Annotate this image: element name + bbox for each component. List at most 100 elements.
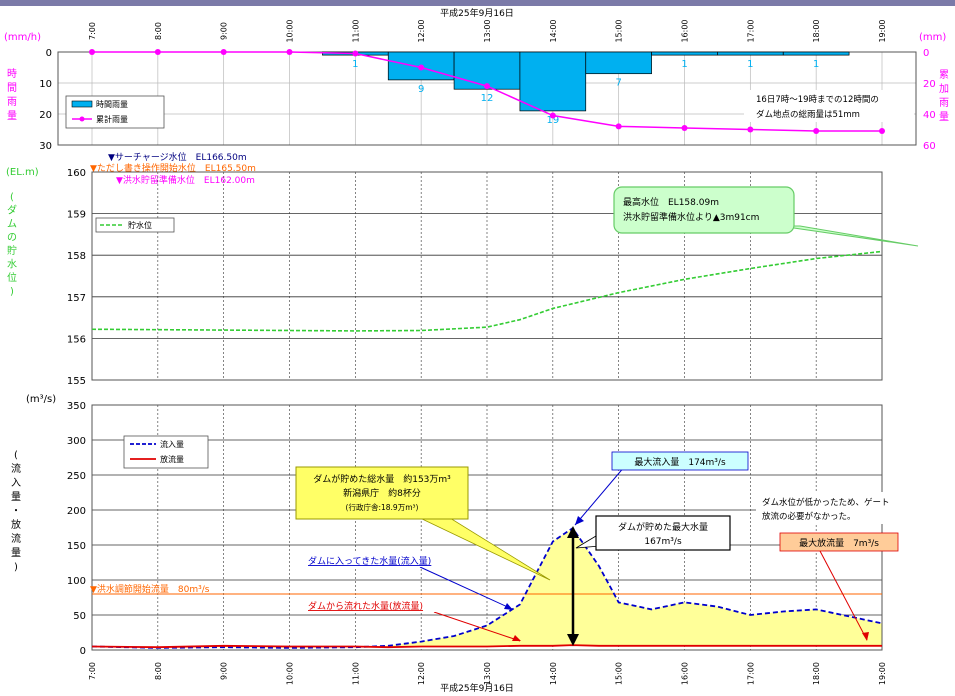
flow-axis-char: 放 bbox=[11, 518, 21, 531]
time-tick-bottom: 9:00 bbox=[220, 662, 229, 680]
level-tick: 158 bbox=[67, 251, 86, 262]
level-axis-char: 位 bbox=[7, 271, 17, 284]
time-tick-top: 7:00 bbox=[88, 22, 97, 40]
flow-axis-char: 量 bbox=[11, 491, 21, 503]
svg-text:最高水位 EL158.09m: 最高水位 EL158.09m bbox=[623, 196, 719, 208]
rain-left-tick: 20 bbox=[39, 110, 52, 121]
cumulative-rain-line bbox=[89, 49, 885, 135]
time-tick-bottom: 12:00 bbox=[417, 662, 426, 685]
cumulative-rain-point bbox=[484, 83, 490, 90]
flow-tick: 200 bbox=[67, 506, 86, 517]
rain-right-tick: 60 bbox=[923, 141, 936, 152]
flow-tick: 350 bbox=[67, 401, 86, 412]
svg-text:新潟県庁 約8杯分: 新潟県庁 約8杯分 bbox=[343, 487, 421, 499]
time-tick-top: 17:00 bbox=[746, 19, 755, 42]
svg-text:放流の必要がなかった。: 放流の必要がなかった。 bbox=[762, 511, 856, 522]
level-unit: (EL.m) bbox=[6, 167, 39, 178]
legend-cumulative-marker bbox=[79, 116, 85, 122]
max-storage-marker: ダムが貯めた最大水量 167m³/s bbox=[567, 515, 731, 646]
inflow-line bbox=[91, 526, 883, 649]
total-storage-callout: ダムが貯めた総水量 約153万m³ 新潟県庁 約8杯分 (行政庁舎:18.9万m… bbox=[295, 466, 551, 581]
time-tick-top: 12:00 bbox=[417, 19, 426, 42]
storage-fill bbox=[92, 528, 882, 648]
cumulative-rain-point bbox=[747, 126, 754, 133]
rain-bar-label: 1 bbox=[813, 59, 819, 70]
level-tick: 156 bbox=[67, 334, 86, 345]
cumulative-rain-point bbox=[615, 123, 622, 130]
svg-text:16日7時～19時までの12時間の: 16日7時～19時までの12時間の bbox=[756, 95, 879, 105]
flow-plot-frame bbox=[91, 404, 883, 651]
rain-left-tick: 0 bbox=[46, 48, 52, 59]
rain-left-axis-char: 間 bbox=[7, 82, 17, 94]
flow-axis-char: 流 bbox=[11, 462, 21, 475]
rain-right-ticks: 0 20 40 60 bbox=[923, 48, 936, 152]
flow-ticks: 0 50 100 150 200 250 300 350 bbox=[67, 401, 86, 657]
time-ticks-top: 7:00 8:00 9:00 10:00 11:00 12:00 13:00 14:00 15:… bbox=[88, 19, 887, 42]
flow-legend: 流入量 放流量 bbox=[123, 435, 209, 469]
time-tick-bottom: 18:00 bbox=[812, 662, 821, 685]
water-level-line bbox=[91, 250, 883, 332]
outflow-callout: ダムから流れた水量(放流量) bbox=[302, 598, 521, 642]
time-tick-top: 11:00 bbox=[351, 19, 360, 42]
date-label-bottom: 平成25年9月16日 bbox=[440, 682, 514, 694]
max-outflow-callout: 最大放流量 7m³/s bbox=[779, 532, 899, 641]
max-inflow-callout: 最大流入量 174m³/s bbox=[574, 451, 749, 526]
inflow-callout: ダムに入ってきた水量(流入量) bbox=[304, 553, 513, 610]
level-plot-frame bbox=[91, 171, 883, 381]
svg-text:放流量: 放流量 bbox=[160, 454, 184, 464]
time-tick-top: 14:00 bbox=[549, 19, 558, 42]
rain-right-axis-char: 加 bbox=[939, 83, 949, 95]
storage-area bbox=[92, 528, 882, 648]
time-tick-top: 13:00 bbox=[483, 19, 492, 42]
level-axis-char: 水 bbox=[7, 259, 17, 271]
rain-left-axis-char: 時 bbox=[7, 68, 17, 80]
svg-text:最大放流量 7m³/s: 最大放流量 7m³/s bbox=[799, 537, 879, 549]
legend-hourly-label: 時間雨量 bbox=[96, 100, 128, 109]
svg-text:ダム水位が低かったため、ゲート: ダム水位が低かったため、ゲート bbox=[762, 497, 890, 508]
time-tick-bottom: 11:00 bbox=[351, 662, 360, 685]
rain-legend: 時間雨量 累計雨量 bbox=[65, 95, 165, 129]
time-tick-top: 19:00 bbox=[878, 19, 887, 42]
rain-left-ticks: 0 10 20 30 bbox=[39, 48, 52, 152]
rain-left-unit: (mm/h) bbox=[4, 32, 41, 43]
rain-left-tick: 10 bbox=[39, 79, 52, 90]
svg-text:最大流入量 174m³/s: 最大流入量 174m³/s bbox=[634, 456, 726, 468]
gate-note: ダム水位が低かったため、ゲート 放流の必要がなかった。 bbox=[756, 492, 916, 524]
level-ticks: 155 156 157 158 159 160 bbox=[67, 168, 86, 387]
water-level-path bbox=[91, 250, 883, 332]
rain-right-axis-char: 量 bbox=[939, 111, 949, 123]
flood-storage-level-label: ▼洪水貯留準備水位 EL162.00m bbox=[116, 174, 255, 186]
rain-left-axis-char: 量 bbox=[7, 110, 17, 122]
inflow-path bbox=[91, 526, 883, 649]
surcharge-level-label: ▼サーチャージ水位 EL166.50m bbox=[108, 151, 247, 163]
level-tick: 160 bbox=[67, 168, 86, 179]
legend-hourly-swatch bbox=[71, 100, 93, 108]
svg-text:(行政庁舎:18.9万m³): (行政庁舎:18.9万m³) bbox=[346, 502, 419, 512]
flow-tick: 50 bbox=[73, 611, 86, 622]
flow-axis-char: ・ bbox=[11, 506, 21, 517]
cumulative-rain-point bbox=[352, 50, 359, 57]
svg-text:洪水貯留準備水位より▲3m91cm: 洪水貯留準備水位より▲3m91cm bbox=[623, 211, 759, 223]
flow-unit: (m³/s) bbox=[26, 394, 56, 405]
rain-right-tick: 40 bbox=[923, 110, 936, 121]
cumulative-rain-point bbox=[220, 49, 227, 55]
rain-bar bbox=[453, 51, 521, 90]
rain-left-axis-char: 雨 bbox=[7, 97, 17, 108]
rain-bar-label: 19 bbox=[546, 115, 559, 126]
time-tick-bottom: 19:00 bbox=[878, 662, 887, 685]
time-tick-top: 8:00 bbox=[154, 22, 163, 40]
svg-text:167m³/s: 167m³/s bbox=[644, 537, 682, 547]
date-label-top: 平成25年9月16日 bbox=[440, 7, 514, 19]
rain-bar-label: 1 bbox=[352, 59, 358, 70]
flow-tick: 100 bbox=[67, 576, 86, 587]
cumulative-rain-point bbox=[286, 49, 293, 55]
level-axis-char: ダ bbox=[7, 204, 17, 217]
outflow-path bbox=[91, 644, 882, 649]
cumulative-rain-point bbox=[681, 124, 688, 131]
flow-tick: 0 bbox=[80, 646, 86, 657]
time-tick-top: 10:00 bbox=[286, 19, 295, 42]
time-tick-top: 16:00 bbox=[681, 19, 690, 42]
